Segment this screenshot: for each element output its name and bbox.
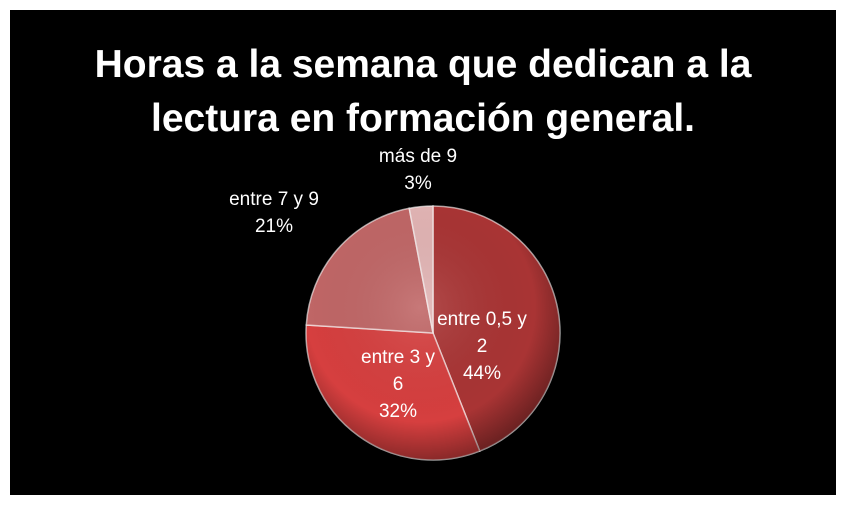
slice-value: 44%	[462, 363, 502, 384]
data-label: más de 9 3%	[358, 143, 478, 197]
slice-value: 32%	[378, 401, 418, 422]
slice-value: 3%	[404, 173, 432, 194]
slice-category: entre 7 y 9	[229, 189, 319, 210]
slice-category: entre 3 y 6	[361, 347, 435, 395]
slice-category: entre 0,5 y 2	[437, 309, 527, 357]
data-label: entre 7 y 9 21%	[204, 186, 344, 240]
data-label: entre 3 y 6 32%	[360, 344, 436, 425]
chart-title: Horas a la semana que dedican a la lectu…	[94, 43, 752, 140]
data-label: entre 0,5 y 2 44%	[437, 306, 527, 387]
slice-value: 21%	[254, 216, 294, 237]
slice-category: más de 9	[378, 146, 458, 167]
